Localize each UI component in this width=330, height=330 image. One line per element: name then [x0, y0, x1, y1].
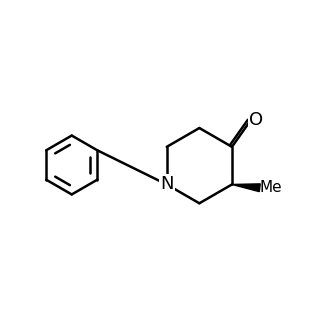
Polygon shape	[232, 184, 260, 192]
Text: O: O	[249, 111, 263, 129]
Text: N: N	[160, 176, 174, 193]
Text: Me: Me	[260, 180, 282, 195]
